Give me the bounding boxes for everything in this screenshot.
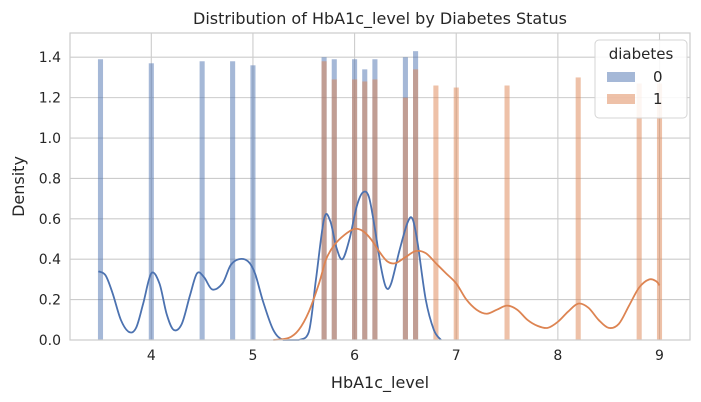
bar-diabetes-1	[504, 85, 510, 341]
legend-label-0: 0	[653, 68, 663, 86]
x-tick-label: 4	[147, 348, 156, 364]
y-tick-label: 1.4	[39, 50, 61, 66]
x-tick-labels: 4 5 6 7 8 9	[147, 348, 664, 364]
kde-line-diabetes-1	[273, 227, 661, 341]
x-tick-label: 5	[248, 348, 257, 364]
y-tick-label: 1.0	[39, 131, 61, 147]
legend-label-1: 1	[653, 90, 663, 108]
bar-diabetes-1	[453, 87, 459, 340]
bar-diabetes-1	[331, 79, 337, 340]
y-tick-label: 0.6	[39, 212, 61, 228]
bar-diabetes-1	[362, 81, 368, 340]
bar-diabetes-1	[372, 79, 378, 340]
legend-swatch-1	[607, 94, 635, 104]
bar-diabetes-0	[199, 61, 205, 341]
bar-diabetes-1	[636, 83, 642, 341]
bar-diabetes-1	[433, 85, 439, 341]
legend-swatch-0	[607, 72, 635, 82]
bar-diabetes-0	[250, 65, 256, 340]
x-tick-label: 9	[655, 348, 664, 364]
y-tick-label: 0.8	[39, 171, 61, 187]
x-tick-label: 8	[553, 348, 562, 364]
plot-frame	[69, 32, 691, 341]
y-tick-labels: 0.0 0.2 0.4 0.6 0.8 1.0 1.2 1.4	[39, 50, 61, 349]
kde-line-diabetes-0	[98, 190, 442, 341]
x-axis-label: HbA1c_level	[331, 373, 429, 393]
y-tick-label: 0.0	[39, 333, 61, 349]
bar-diabetes-1	[656, 83, 663, 341]
bar-diabetes-1	[413, 69, 419, 341]
bar-diabetes-0	[230, 61, 236, 341]
legend-items: 01	[607, 68, 663, 108]
bar-diabetes-1	[352, 79, 358, 340]
kde-curves	[98, 190, 661, 341]
x-tick-label: 6	[350, 348, 359, 364]
legend: diabetes 01	[594, 39, 688, 119]
y-tick-label: 0.2	[39, 293, 61, 309]
bar-diabetes-0	[97, 59, 104, 340]
bar-diabetes-1	[402, 97, 408, 340]
x-tick-label: 7	[452, 348, 461, 364]
y-axis-label: Density	[9, 156, 28, 217]
y-tick-label: 1.2	[39, 91, 61, 107]
histogram-bars	[97, 51, 663, 341]
bar-diabetes-1	[575, 77, 581, 341]
bar-diabetes-1	[321, 61, 327, 341]
y-tick-label: 0.4	[39, 252, 61, 268]
bar-diabetes-0	[148, 63, 154, 340]
legend-title: diabetes	[609, 45, 674, 63]
chart-title: Distribution of HbA1c_level by Diabetes …	[193, 9, 567, 29]
